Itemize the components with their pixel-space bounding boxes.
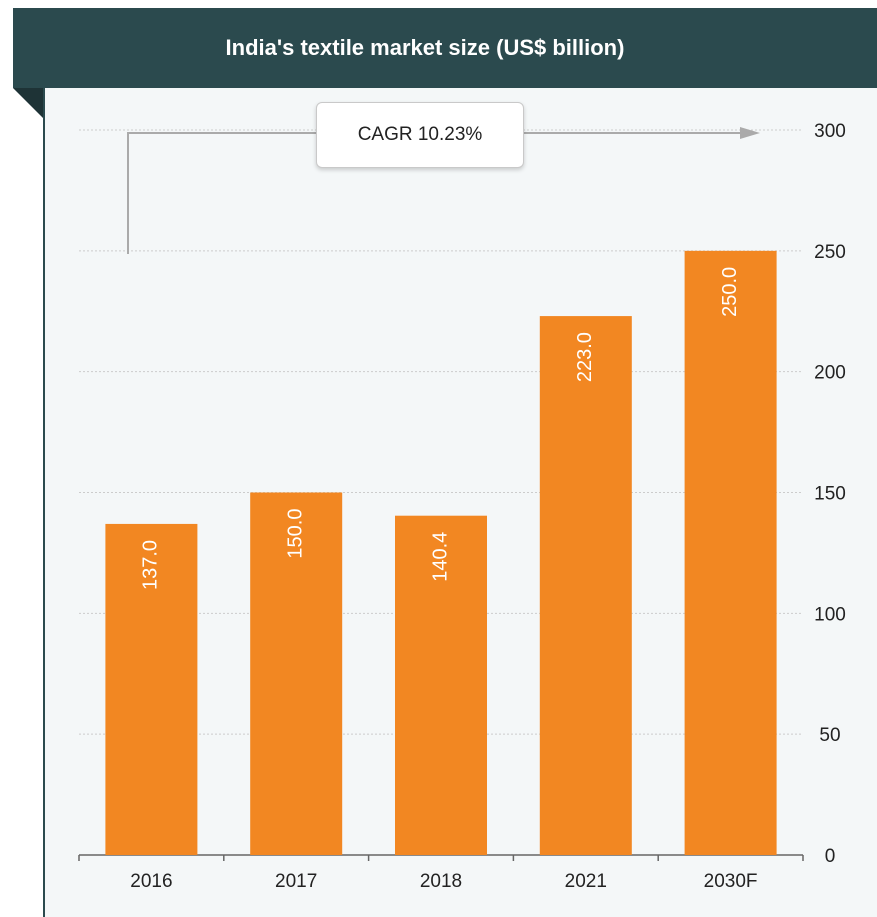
bar-value-label: 137.0 [140,540,162,590]
y-tick-label: 50 [819,725,840,746]
y-tick-label: 300 [814,121,846,142]
cagr-arrow-line [127,132,740,254]
bar [539,316,632,855]
title-banner: India's textile market size (US$ billion… [13,8,877,88]
cagr-arrowhead-icon [740,127,760,139]
cagr-callout: CAGR 10.23% [316,102,524,168]
x-category-label: 2018 [420,871,462,892]
bar-value-label: 223.0 [574,332,596,382]
y-tick-label: 0 [825,846,836,867]
bar-value-label: 250.0 [719,267,741,317]
x-category-label: 2021 [565,871,607,892]
bar-value-label: 150.0 [284,509,306,559]
bar [105,523,198,855]
x-category-label: 2017 [275,871,317,892]
bar [684,250,777,856]
bar [250,492,343,855]
x-category-label: 2016 [130,871,172,892]
bar [395,515,487,855]
chart-title: India's textile market size (US$ billion… [225,35,625,60]
y-tick-label: 250 [814,242,846,263]
y-tick-label: 200 [814,363,846,384]
y-tick-label: 150 [814,484,846,505]
bar-value-label: 140.4 [429,532,451,582]
x-category-label: 2030F [704,871,758,892]
y-tick-label: 100 [814,604,846,625]
